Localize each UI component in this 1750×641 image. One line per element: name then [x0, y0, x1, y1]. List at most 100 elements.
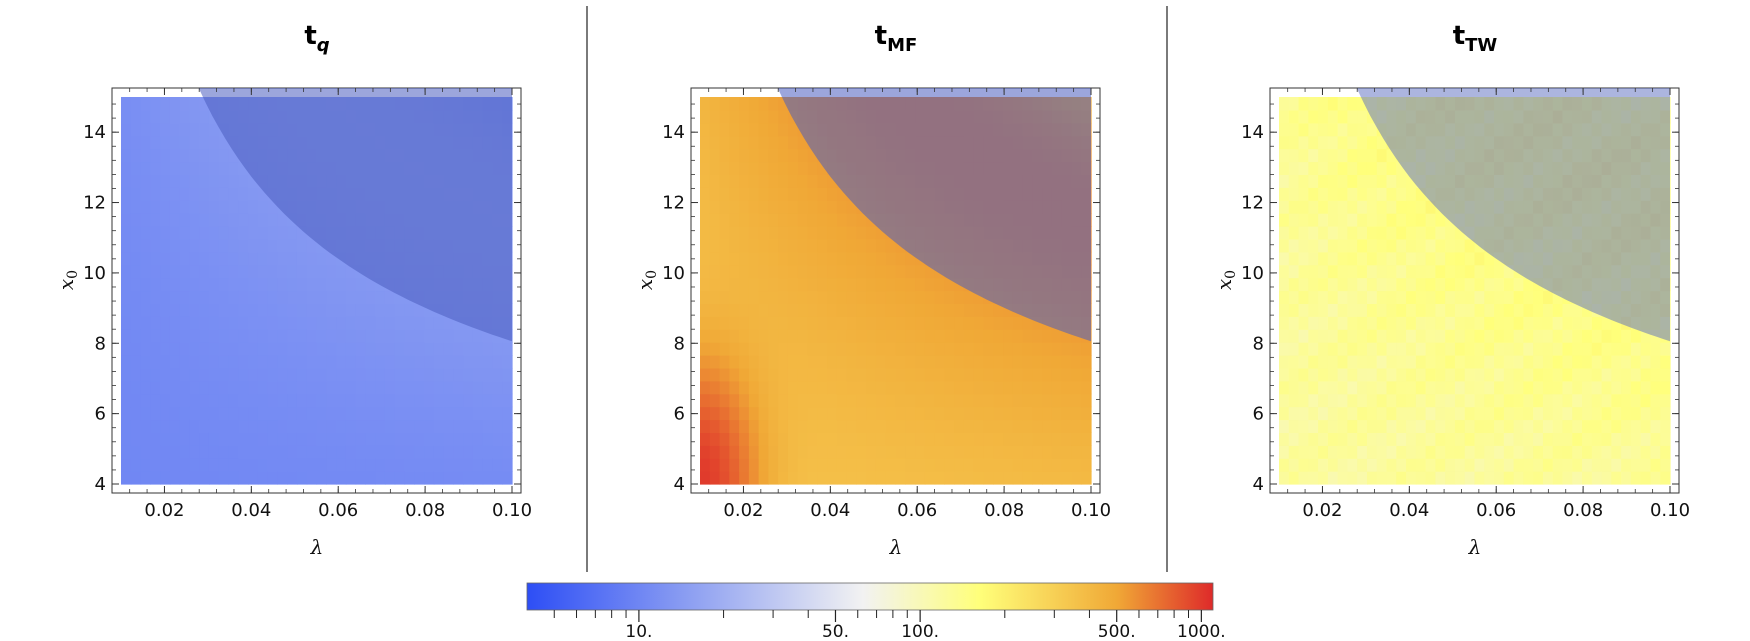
heatmap-cell — [1298, 251, 1309, 266]
heatmap-cell — [983, 303, 994, 317]
heatmap-cell — [179, 200, 191, 214]
heatmap-cell — [433, 432, 445, 446]
heatmap-cell — [1337, 329, 1349, 343]
heatmap-cell — [807, 290, 818, 304]
heatmap-cell — [748, 367, 760, 382]
heatmap-cell — [1032, 355, 1043, 369]
heatmap-cell — [1621, 445, 1632, 459]
heatmap-cell — [1279, 161, 1290, 175]
heatmap-cell — [1022, 432, 1033, 446]
heatmap-cell — [827, 213, 838, 227]
heatmap-cell — [1376, 213, 1388, 227]
heatmap-cell — [208, 445, 220, 459]
heatmap-cell — [1650, 393, 1661, 408]
heatmap-cell — [169, 226, 181, 240]
colorbar: 10. 50. 100. 500. 1000. — [526, 582, 1226, 641]
heatmap-cell — [218, 238, 230, 253]
heatmap-cell — [1454, 226, 1466, 240]
heatmap-cell — [944, 290, 955, 304]
heatmap-cell — [719, 161, 730, 175]
heatmap-cell — [1279, 355, 1290, 369]
heatmap-cell — [1435, 445, 1446, 459]
heatmap-cell — [1347, 109, 1358, 124]
heatmap-cell — [404, 458, 415, 472]
heatmap-cell — [866, 458, 877, 472]
heatmap-cell — [817, 174, 828, 188]
heatmap-cell — [384, 471, 396, 485]
band-region — [198, 88, 512, 342]
heatmap-cell — [1523, 316, 1534, 330]
heatmap-cell — [1327, 226, 1339, 240]
heatmap-cell — [709, 97, 721, 111]
heatmap-cell — [768, 432, 779, 446]
heatmap-cell — [1406, 393, 1417, 408]
heatmap-cell — [267, 329, 279, 343]
heatmap-cell — [787, 226, 799, 240]
heatmap-cell — [758, 367, 770, 382]
heatmap-cell — [1012, 367, 1024, 382]
heatmap-cell — [875, 226, 887, 240]
heatmap-cell — [739, 238, 750, 253]
heatmap-cell — [238, 226, 249, 240]
heatmap-cell — [895, 342, 906, 356]
heatmap-cell — [1425, 380, 1437, 395]
heatmap-cell — [1288, 226, 1300, 240]
heatmap-cell — [1494, 329, 1505, 343]
heatmap-cell — [700, 264, 711, 279]
heatmap-cell — [1376, 264, 1388, 279]
heatmap-cell — [1396, 290, 1407, 304]
heatmap-cell — [453, 355, 464, 369]
y-tick-label: 4 — [95, 474, 106, 495]
heatmap-cell — [1435, 303, 1446, 317]
heatmap-cell — [238, 367, 249, 382]
heatmap-cell — [1396, 380, 1407, 395]
heatmap-cell — [1061, 355, 1073, 369]
heatmap-cell — [797, 226, 809, 240]
heatmap-cell — [179, 238, 191, 253]
heatmap-cell — [797, 251, 809, 266]
heatmap-cell — [248, 367, 259, 382]
heatmap-cell — [1552, 329, 1564, 343]
heatmap-cell — [1454, 380, 1466, 395]
heatmap-cell — [895, 471, 906, 485]
colorbar-tick-label: 1000. — [1177, 622, 1226, 641]
heatmap-cell — [199, 226, 210, 240]
heatmap-cell — [316, 303, 327, 317]
heatmap-cell — [963, 367, 975, 382]
heatmap-cell — [748, 251, 760, 266]
heatmap-cell — [1327, 380, 1339, 395]
heatmap-cell — [1503, 380, 1515, 395]
heatmap-cell — [1572, 329, 1583, 343]
heatmap-cell — [1003, 445, 1014, 459]
heatmap-cell — [365, 329, 376, 343]
heatmap-cell — [993, 303, 1004, 317]
heatmap-cell — [1298, 226, 1309, 240]
heatmap-cell — [1298, 161, 1309, 175]
heatmap-cell — [1012, 419, 1024, 433]
heatmap-cell — [1415, 406, 1427, 421]
heatmap-cell — [1542, 290, 1554, 304]
heatmap-cell — [199, 393, 210, 408]
heatmap-cell — [866, 303, 877, 317]
heatmap-cell — [199, 238, 210, 253]
heatmap-cell — [1318, 122, 1329, 137]
heatmap-cell — [729, 419, 740, 433]
heatmap-cell — [296, 471, 308, 485]
heatmap-cell — [169, 393, 181, 408]
heatmap-cell — [924, 303, 936, 317]
heatmap-cell — [895, 458, 906, 472]
heatmap-cell — [1425, 200, 1437, 214]
heatmap-cell — [1474, 342, 1485, 356]
heatmap-cell — [1386, 316, 1397, 330]
heatmap-cell — [729, 355, 740, 369]
heatmap-cell — [739, 432, 750, 446]
heatmap-cell — [287, 445, 298, 459]
heatmap-cell — [1003, 458, 1014, 472]
heatmap-cell — [758, 329, 770, 343]
band-region — [1356, 88, 1670, 342]
heatmap-cell — [719, 342, 730, 356]
heatmap-cell — [1376, 445, 1388, 459]
heatmap-cell — [1279, 122, 1290, 137]
heatmap-cell — [463, 342, 474, 356]
heatmap-cell — [1298, 303, 1309, 317]
